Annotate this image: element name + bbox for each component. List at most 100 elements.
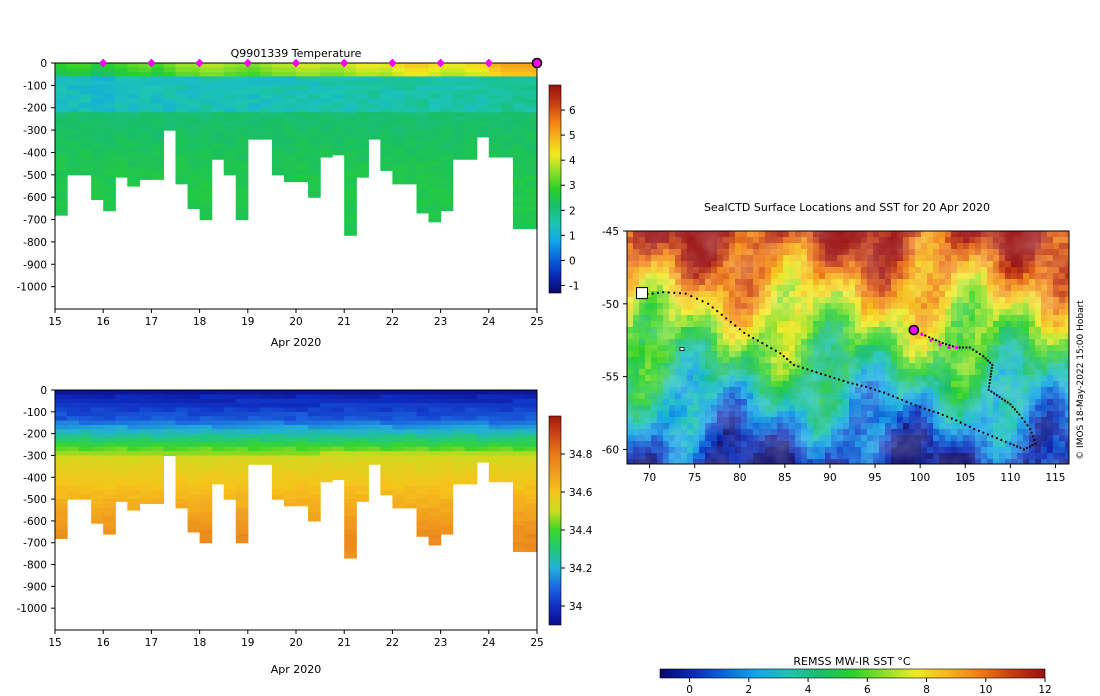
profile-cell: [115, 459, 128, 465]
profile-cell: [404, 152, 418, 158]
profile-cell: [199, 201, 213, 207]
profile-cell: [452, 130, 466, 136]
profile-cell: [537, 215, 547, 220]
profile-cell: [500, 94, 514, 100]
profile-cell: [175, 438, 189, 443]
profile-cell: [524, 121, 537, 127]
profile-cell: [452, 112, 466, 118]
profile-cell: [223, 446, 237, 452]
profile-cell: [488, 416, 502, 422]
profile-cell: [55, 183, 68, 189]
profile-cell: [283, 398, 297, 404]
profile-cell: [537, 512, 547, 517]
profile-cell: [259, 420, 273, 426]
profile-cell: [416, 390, 430, 395]
profile-cell: [452, 455, 466, 461]
profile-cell: [404, 433, 418, 439]
profile-cell: [127, 103, 140, 109]
profile-cell: [404, 147, 418, 154]
profile-cell: [55, 192, 68, 198]
profile-cell: [223, 143, 237, 149]
profile-cell: [211, 446, 225, 452]
profile-cell: [500, 420, 514, 426]
profile-cell: [464, 63, 478, 69]
profile-cell: [380, 112, 393, 118]
profile-cell: [320, 433, 333, 439]
profile-cell: [271, 486, 285, 491]
profile-cell: [91, 416, 104, 422]
profile-cell: [404, 98, 418, 104]
profile-cell: [476, 424, 490, 430]
profile-cell: [67, 490, 80, 496]
profile-cell: [452, 139, 466, 145]
profile-cell: [296, 429, 309, 435]
profile-cell: [512, 424, 526, 430]
profile-cell: [356, 490, 369, 496]
profile-cell: [103, 89, 116, 95]
profile-cell: [380, 165, 393, 171]
profile-cell: [356, 121, 369, 127]
profile-cell: [308, 156, 321, 162]
profile-cell: [283, 499, 297, 505]
profile-cell: [476, 451, 490, 457]
profile-cell: [151, 103, 165, 109]
profile-cell: [55, 499, 68, 505]
profile-cell: [151, 71, 165, 78]
profile-cell: [476, 89, 490, 95]
profile-cell: [67, 411, 80, 417]
profile-cell: [404, 156, 418, 162]
profile-cell: [296, 390, 309, 395]
profile-cell: [344, 188, 357, 194]
surface-marker: [195, 58, 204, 68]
map-title: SealCTD Surface Locations and SST for 20…: [704, 201, 990, 214]
profile-cell: [151, 85, 165, 91]
profile-cell: [368, 407, 381, 413]
profile-cell: [103, 455, 116, 461]
profile-cell: [187, 438, 201, 443]
profile-cell: [440, 429, 454, 435]
profile-cell: [320, 468, 333, 474]
profile-cell: [163, 67, 177, 73]
profile-cell: [127, 442, 140, 448]
profile-cell: [344, 525, 357, 531]
profile-cell: [308, 424, 321, 430]
profile-cell: [91, 107, 104, 113]
profile-cell: [235, 98, 249, 104]
profile-cell: [67, 433, 80, 439]
profile-cell: [259, 107, 273, 113]
profile-cell: [537, 175, 547, 180]
profile-cell: [296, 63, 309, 69]
profile-cell: [344, 121, 357, 127]
profile-cell: [512, 210, 526, 216]
profile-cell: [247, 85, 261, 91]
profile-cell: [356, 442, 369, 448]
profile-cell: [223, 490, 237, 496]
profile-cell: [537, 442, 547, 447]
x-tick-label: 25: [530, 316, 543, 328]
profile-cell: [199, 143, 213, 149]
profile-cell: [271, 464, 285, 470]
profile-cell: [512, 433, 526, 439]
profile-cell: [199, 411, 213, 417]
profile-cell: [151, 116, 165, 122]
profile-cell: [67, 165, 80, 171]
profile-cell: [524, 219, 537, 225]
profile-cell: [127, 156, 140, 162]
profile-cell: [103, 481, 116, 487]
profile-cell: [235, 455, 249, 461]
profile-cell: [235, 139, 249, 145]
profile-cell: [139, 116, 152, 122]
profile-cell: [151, 407, 165, 413]
profile-cell: [151, 477, 165, 483]
profile-cell: [55, 398, 68, 404]
x-tick-label: 19: [241, 637, 254, 649]
profile-cell: [440, 451, 454, 457]
profile-cell: [199, 179, 213, 185]
profile-cell: [163, 416, 177, 422]
profile-cell: [55, 67, 68, 73]
profile-cell: [283, 152, 297, 158]
profile-cell: [187, 112, 201, 118]
profile-cell: [187, 80, 201, 86]
profile-cell: [392, 89, 406, 95]
profile-cell: [283, 116, 297, 122]
